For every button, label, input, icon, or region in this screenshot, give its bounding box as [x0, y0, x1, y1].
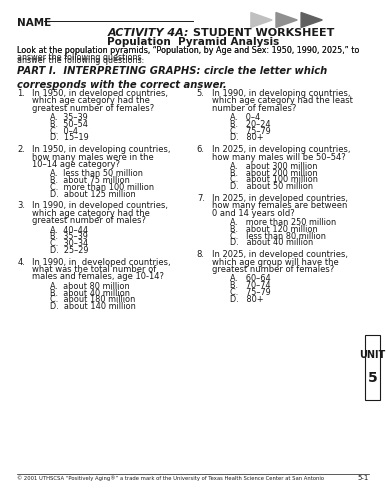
Text: answer the following questions.: answer the following questions.: [17, 53, 144, 62]
Text: B.   70–74: B. 70–74: [230, 281, 270, 290]
Text: 6.: 6.: [197, 145, 205, 154]
Text: B.  35–39: B. 35–39: [50, 232, 88, 241]
FancyBboxPatch shape: [365, 335, 380, 400]
Text: Population  Pyramid Analysis: Population Pyramid Analysis: [107, 37, 279, 47]
Text: which age category had the: which age category had the: [32, 209, 150, 218]
Text: 8.: 8.: [197, 250, 205, 259]
Text: A.  less than 50 million: A. less than 50 million: [50, 170, 143, 178]
Text: 7.: 7.: [197, 194, 205, 203]
Text: A.  40–44: A. 40–44: [50, 226, 88, 234]
Text: In 2025, in developed countries,: In 2025, in developed countries,: [212, 194, 347, 203]
Text: 1.: 1.: [17, 89, 25, 98]
Text: A.  about 80 million: A. about 80 million: [50, 282, 130, 291]
Text: D.  25–29: D. 25–29: [50, 246, 89, 255]
Text: A.  35–39: A. 35–39: [50, 113, 88, 122]
Text: greatest number of females?: greatest number of females?: [32, 104, 154, 113]
Text: In 1950, in developed countries,: In 1950, in developed countries,: [32, 89, 168, 98]
Text: B.   about 120 million: B. about 120 million: [230, 225, 317, 234]
Text: C.  30–34: C. 30–34: [50, 239, 88, 248]
Polygon shape: [301, 12, 322, 28]
Text: greatest number of males?: greatest number of males?: [32, 216, 146, 225]
Text: STUDENT WORKSHEET: STUDENT WORKSHEET: [193, 28, 334, 38]
Text: how many males will be 50–54?: how many males will be 50–54?: [212, 152, 345, 162]
Text: ACTIVITY 4A:: ACTIVITY 4A:: [108, 28, 193, 38]
Text: what was the total number of: what was the total number of: [32, 265, 156, 274]
Text: 0 and 14 years old?: 0 and 14 years old?: [212, 209, 294, 218]
Text: which age group will have the: which age group will have the: [212, 258, 338, 266]
Text: B.  about 40 million: B. about 40 million: [50, 288, 130, 298]
Text: which age category had the: which age category had the: [32, 96, 150, 106]
Text: 5.: 5.: [197, 89, 205, 98]
Text: C.   less than 80 million: C. less than 80 million: [230, 232, 326, 240]
Text: B.  about 75 million: B. about 75 million: [50, 176, 130, 185]
Text: Look at the population pyramids, “Population, by Age and Sex: 1950, 1990, 2025,”: Look at the population pyramids, “Popula…: [17, 46, 360, 66]
Text: D.   80+: D. 80+: [230, 294, 263, 304]
Text: In 2025, in developing countries,: In 2025, in developing countries,: [212, 145, 350, 154]
Text: how many males were in the: how many males were in the: [32, 152, 154, 162]
Text: 3.: 3.: [17, 202, 25, 210]
Text: greatest number of females?: greatest number of females?: [212, 265, 334, 274]
Text: In 1990, in developed countries,: In 1990, in developed countries,: [32, 202, 168, 210]
Text: C.  0–4: C. 0–4: [50, 126, 78, 136]
Text: corresponds with the correct answer.: corresponds with the correct answer.: [17, 80, 227, 90]
Text: C.   75–79: C. 75–79: [230, 126, 271, 136]
Text: D.   about 50 million: D. about 50 million: [230, 182, 313, 191]
Text: which age category had the least: which age category had the least: [212, 96, 352, 106]
Text: C.  about 180 million: C. about 180 million: [50, 296, 135, 304]
Text: In 1950, in developing countries,: In 1950, in developing countries,: [32, 145, 171, 154]
Text: Look at the population pyramids, “Population, by Age and Sex: 1950, 1990, 2025,”: Look at the population pyramids, “Popula…: [17, 46, 360, 55]
Text: 2.: 2.: [17, 145, 25, 154]
Text: 5: 5: [367, 370, 378, 384]
Text: B.   about 200 million: B. about 200 million: [230, 168, 317, 177]
Text: PART I.  INTERPRETING GRAPHS: circle the letter which: PART I. INTERPRETING GRAPHS: circle the …: [17, 66, 328, 76]
Text: 4.: 4.: [17, 258, 25, 266]
Text: D.  about 140 million: D. about 140 million: [50, 302, 136, 311]
Polygon shape: [251, 12, 272, 28]
Text: In 2025, in developed countries,: In 2025, in developed countries,: [212, 250, 347, 259]
Text: A.   0–4: A. 0–4: [230, 113, 260, 122]
Text: C.  more than 100 million: C. more than 100 million: [50, 183, 154, 192]
Text: D.   about 40 million: D. about 40 million: [230, 238, 313, 248]
Text: number of females?: number of females?: [212, 104, 296, 113]
Text: In 1990, in  developed countries,: In 1990, in developed countries,: [32, 258, 171, 266]
Text: how many females are between: how many females are between: [212, 202, 347, 210]
Text: B.  50–54: B. 50–54: [50, 120, 88, 129]
Text: A.   about 300 million: A. about 300 million: [230, 162, 317, 171]
Text: A.   60–64: A. 60–64: [230, 274, 271, 283]
Polygon shape: [276, 12, 297, 28]
Text: UNIT: UNIT: [359, 350, 386, 360]
Text: In 1990, in developing countries,: In 1990, in developing countries,: [212, 89, 350, 98]
Text: 10–14 age category?: 10–14 age category?: [32, 160, 120, 169]
Text: C.   about 100 million: C. about 100 million: [230, 176, 318, 184]
Text: A.   more than 250 million: A. more than 250 million: [230, 218, 336, 227]
Text: C.   75–79: C. 75–79: [230, 288, 271, 297]
Text: males and females, age 10-14?: males and females, age 10-14?: [32, 272, 164, 281]
Text: D.  about 125 million: D. about 125 million: [50, 190, 136, 198]
Text: B.   20–24: B. 20–24: [230, 120, 270, 129]
Text: NAME: NAME: [17, 18, 52, 28]
Text: © 2001 UTHSCSA “Positively Aging®” a trade mark of the University of Texas Healt: © 2001 UTHSCSA “Positively Aging®” a tra…: [17, 475, 324, 480]
Text: D.   80+: D. 80+: [230, 134, 263, 142]
Text: 5-1: 5-1: [357, 475, 369, 481]
Text: D.  15–19: D. 15–19: [50, 134, 89, 142]
